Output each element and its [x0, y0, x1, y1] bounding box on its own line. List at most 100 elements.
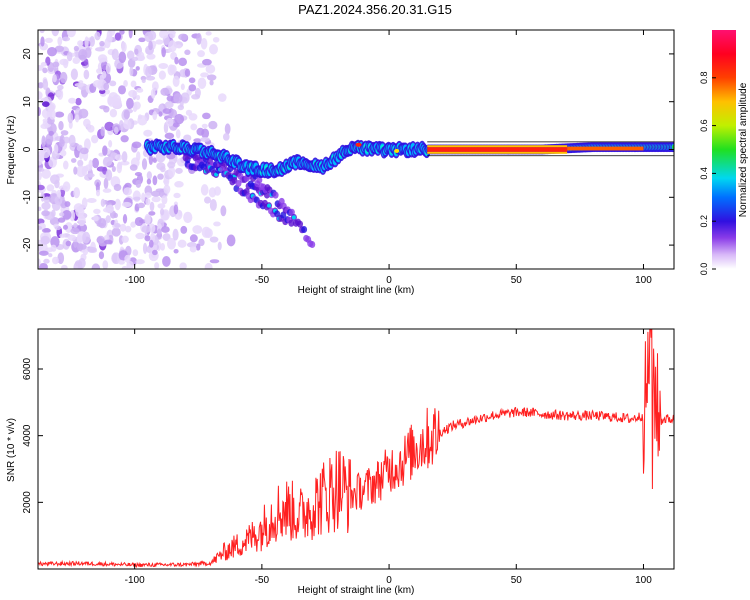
noise-blob — [142, 242, 148, 255]
noise-blob — [64, 201, 71, 208]
noise-blob — [38, 263, 48, 269]
noise-blob — [118, 260, 125, 265]
colorbar-tick-label: 0.2 — [699, 215, 709, 228]
noise-blob — [163, 179, 169, 184]
colorbar-bar — [712, 30, 736, 269]
noise-blob — [141, 78, 146, 84]
noise-blob — [132, 249, 139, 257]
noise-blob — [200, 184, 209, 196]
top-x-tick-label: 0 — [386, 275, 392, 286]
noise-blob — [49, 109, 56, 120]
noise-blob — [103, 82, 110, 91]
branch-hot-blob — [291, 215, 296, 220]
noise-blob — [158, 111, 163, 117]
noise-blob — [183, 211, 193, 224]
noise-blob — [173, 204, 179, 215]
noise-blob — [175, 129, 181, 139]
noise-blob — [152, 157, 158, 163]
noise-blob — [164, 101, 174, 109]
noise-blob — [164, 132, 175, 139]
noise-blob — [99, 40, 105, 47]
noise-blob — [135, 259, 145, 265]
noise-blob — [73, 222, 78, 228]
noise-blob — [165, 117, 174, 127]
noise-blob — [73, 45, 79, 52]
noise-blob — [156, 228, 162, 240]
noise-blob — [96, 68, 103, 74]
noise-blob — [114, 154, 123, 161]
noise-blob — [72, 57, 81, 65]
noise-blob — [58, 120, 64, 131]
noise-blob — [154, 262, 160, 269]
noise-blob — [112, 97, 122, 109]
noise-blob — [43, 258, 50, 264]
noise-blob — [208, 120, 218, 130]
noise-blob — [177, 239, 187, 248]
noise-blob — [121, 41, 127, 53]
noise-blob — [209, 80, 214, 86]
bottom-y-tick-label: 4000 — [22, 424, 33, 447]
noise-blob — [123, 80, 128, 87]
top-y-axis-label: Frequency (Hz) — [6, 116, 17, 185]
noise-blob — [78, 48, 88, 61]
noise-blob — [138, 37, 146, 43]
noise-blob — [104, 239, 113, 245]
bottom-x-axis: -100 -50 0 50 100 — [125, 329, 652, 586]
noise-blob — [121, 201, 132, 208]
noise-blob — [148, 30, 157, 41]
noise-blob — [109, 108, 118, 118]
branch-blob — [309, 241, 316, 249]
noise-blob — [204, 196, 212, 204]
noise-blob — [111, 166, 116, 173]
noise-blob — [102, 156, 113, 167]
noise-blob — [159, 30, 169, 39]
noise-blob — [123, 187, 133, 196]
noise-blob — [102, 188, 112, 193]
noise-blob — [54, 45, 65, 53]
noise-blob — [159, 208, 165, 216]
noise-blob — [59, 71, 68, 84]
noise-blob — [95, 189, 101, 197]
noise-blob — [57, 217, 66, 223]
noise-blob — [196, 127, 205, 136]
noise-blob — [155, 39, 164, 45]
noise-blob — [102, 260, 109, 269]
noise-blob — [151, 190, 161, 197]
noise-blob — [186, 242, 197, 248]
noise-blob — [78, 108, 89, 119]
noise-blob — [62, 160, 69, 170]
noise-blob — [189, 246, 197, 253]
noise-blob — [77, 159, 84, 167]
top-x-tick-label: 50 — [511, 275, 523, 286]
noise-blob — [217, 93, 227, 102]
noise-blob — [189, 234, 198, 243]
noise-blob — [149, 201, 155, 212]
noise-blob — [130, 221, 136, 228]
noise-blob — [167, 161, 176, 169]
noise-blob — [169, 64, 177, 75]
noise-blob — [67, 234, 77, 241]
noise-blob — [143, 129, 153, 137]
noise-blob — [38, 91, 43, 100]
noise-blob — [226, 234, 236, 247]
noise-blob — [220, 205, 227, 217]
ridge-core-edge — [427, 145, 568, 148]
noise-blob — [135, 179, 142, 188]
noise-blob — [105, 169, 113, 181]
noise-blob — [41, 210, 50, 217]
noise-blob — [161, 226, 170, 233]
top-y-tick-label: -20 — [22, 237, 33, 252]
noise-blob — [174, 56, 179, 65]
noise-blob — [135, 66, 140, 71]
noise-blob — [57, 84, 64, 91]
noise-blob — [128, 89, 138, 98]
noise-blob — [175, 167, 183, 174]
noise-blob — [172, 75, 180, 87]
noise-blob — [121, 151, 128, 163]
noise-blob — [209, 198, 217, 211]
noise-blob — [129, 164, 138, 171]
noise-blob — [38, 258, 41, 267]
noise-blob — [138, 51, 145, 61]
noise-blob — [176, 44, 182, 49]
